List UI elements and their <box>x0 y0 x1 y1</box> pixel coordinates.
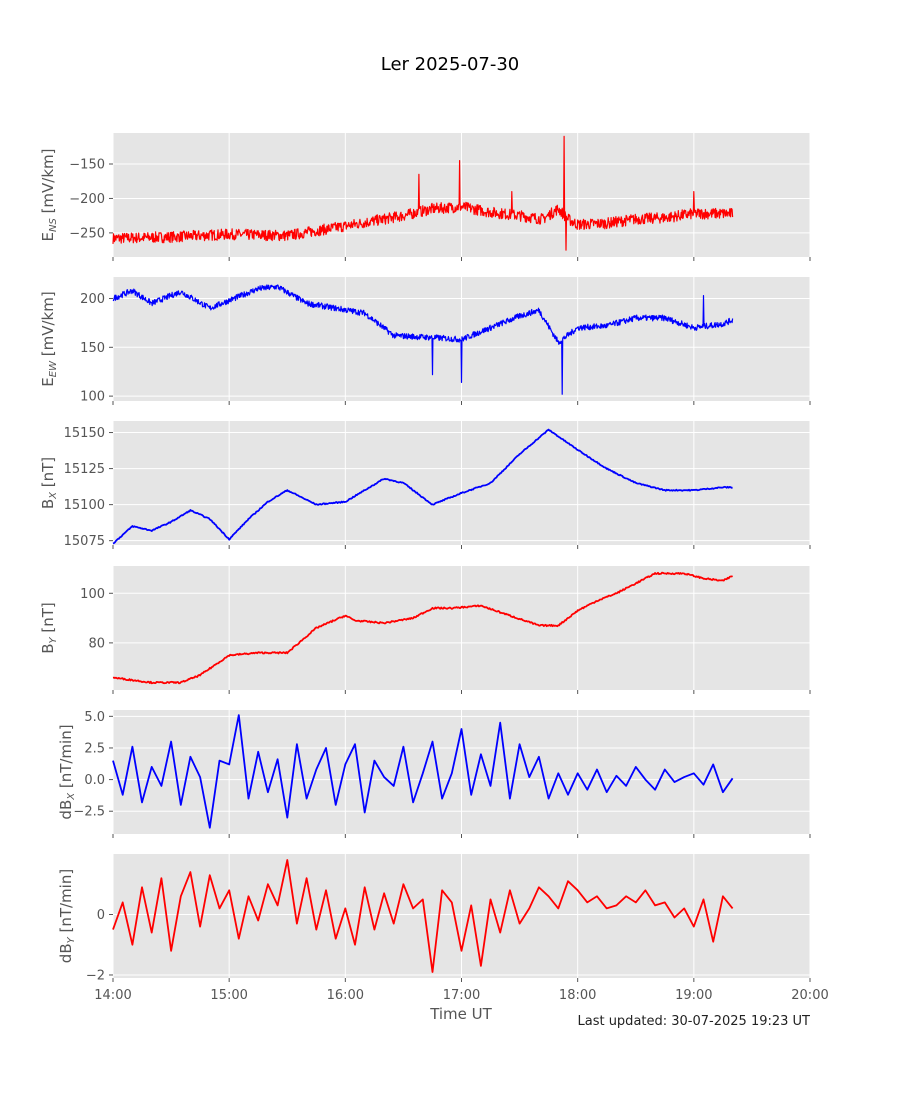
chart-panel-6: 0 −2 dBY [nT/min] 14:00 15:00 16:00 17:00 18:00… <box>57 854 829 1003</box>
chart-panel-1: −150 −200 −250 ENS [mV/km] <box>39 133 811 261</box>
y-axis-label-main: B <box>39 643 57 653</box>
y-tick-label: 15075 <box>64 534 105 549</box>
x-tick-label: 16:00 <box>327 988 364 1003</box>
x-tick-label: 19:00 <box>675 988 712 1003</box>
x-tick-label: 20:00 <box>791 988 828 1003</box>
y-axis-label: dBX [nT/min] <box>57 724 77 819</box>
x-axis-label: Time UT <box>429 1005 492 1023</box>
y-axis-label-unit: [mV/km] <box>39 291 57 361</box>
y-axis-label-unit: [mV/km] <box>39 148 57 218</box>
x-tick-label: 17:00 <box>443 988 480 1003</box>
y-axis-label-subscript: X <box>48 491 59 500</box>
y-axis-label-subscript: X <box>66 792 77 801</box>
y-axis-label-main: B <box>39 499 57 509</box>
series-line <box>112 571 733 685</box>
y-tick-label: 150 <box>80 341 105 356</box>
series-line <box>112 714 734 829</box>
y-tick-label: 0.0 <box>84 773 105 788</box>
y-tick-label: 2.5 <box>84 741 105 756</box>
y-tick-label: −2.5 <box>73 805 105 820</box>
last-updated-text: Last updated: 30-07-2025 19:23 UT <box>577 1014 810 1029</box>
y-tick-label: 80 <box>88 636 105 651</box>
series-line <box>112 859 734 973</box>
y-axis-label-unit: [nT] <box>39 602 57 637</box>
chart-panel-4: 100 80 BY [nT] <box>39 566 811 694</box>
y-axis-label-main: dB <box>57 800 75 820</box>
y-axis-label: dBY [nT/min] <box>57 869 77 963</box>
y-axis-label-main: dB <box>57 943 75 963</box>
y-axis-label-main: E <box>39 377 57 386</box>
y-tick-label: 5.0 <box>84 710 105 725</box>
x-tick-label: 15:00 <box>210 988 247 1003</box>
y-axis-label-unit: [nT] <box>39 457 57 492</box>
y-axis-label-subscript: Y <box>48 636 59 643</box>
chart-panel-3: 15150 15125 15100 15075 BX [nT] <box>39 421 811 549</box>
y-axis-label: BY [nT] <box>39 602 59 654</box>
y-axis-label-subscript: NS <box>48 218 59 232</box>
y-axis-label-main: E <box>39 232 57 241</box>
y-tick-label: 15125 <box>64 462 105 477</box>
y-tick-label: −250 <box>69 226 105 241</box>
y-tick-label: 0 <box>97 908 105 923</box>
y-tick-label: −150 <box>69 158 105 173</box>
x-tick-label: 14:00 <box>94 988 131 1003</box>
y-tick-label: 100 <box>80 587 105 602</box>
y-tick-label: 200 <box>80 292 105 307</box>
y-tick-label: −200 <box>69 192 105 207</box>
y-axis-label: ENS [mV/km] <box>39 148 59 241</box>
y-axis-label: EEW [mV/km] <box>39 291 59 386</box>
y-tick-label: −2 <box>86 968 105 983</box>
chart-panel-2: 200 150 100 EEW [mV/km] <box>39 277 811 405</box>
series-line <box>112 428 733 545</box>
x-tick-label: 18:00 <box>559 988 596 1003</box>
y-tick-label: 15100 <box>64 498 105 513</box>
y-axis-label-subscript: Y <box>66 936 77 943</box>
y-tick-label: 15150 <box>64 426 105 441</box>
series-line <box>112 284 734 395</box>
y-axis-label-subscript: EW <box>48 360 59 377</box>
series-line <box>112 135 734 251</box>
figure-title: Ler 2025-07-30 <box>381 54 520 75</box>
y-axis-label: BX [nT] <box>39 457 59 509</box>
y-tick-label: 100 <box>80 390 105 405</box>
y-axis-label-unit: [nT/min] <box>57 724 75 792</box>
y-axis-label-unit: [nT/min] <box>57 869 75 937</box>
